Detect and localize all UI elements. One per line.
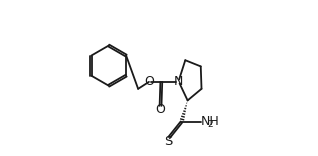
Text: S: S bbox=[164, 135, 173, 148]
Text: 2: 2 bbox=[208, 120, 213, 129]
Text: O: O bbox=[144, 75, 154, 88]
Text: N: N bbox=[174, 75, 183, 88]
Text: NH: NH bbox=[201, 115, 220, 128]
Text: O: O bbox=[156, 103, 165, 116]
